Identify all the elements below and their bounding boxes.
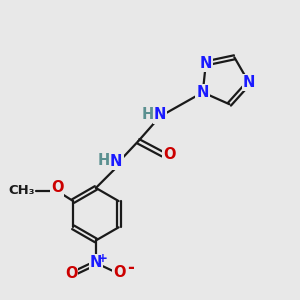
Text: O: O xyxy=(114,265,126,280)
Text: CH₃: CH₃ xyxy=(8,184,34,197)
Text: O: O xyxy=(51,180,63,195)
Text: -: - xyxy=(127,259,134,277)
Text: O: O xyxy=(163,147,176,162)
Text: N: N xyxy=(90,255,102,270)
Text: O: O xyxy=(65,266,77,281)
Text: H: H xyxy=(98,153,110,168)
Text: N: N xyxy=(196,85,209,100)
Text: N: N xyxy=(110,154,122,169)
Text: N: N xyxy=(200,56,212,71)
Text: +: + xyxy=(98,252,107,265)
Text: H: H xyxy=(142,106,154,122)
Text: N: N xyxy=(154,107,166,122)
Text: N: N xyxy=(243,75,255,90)
